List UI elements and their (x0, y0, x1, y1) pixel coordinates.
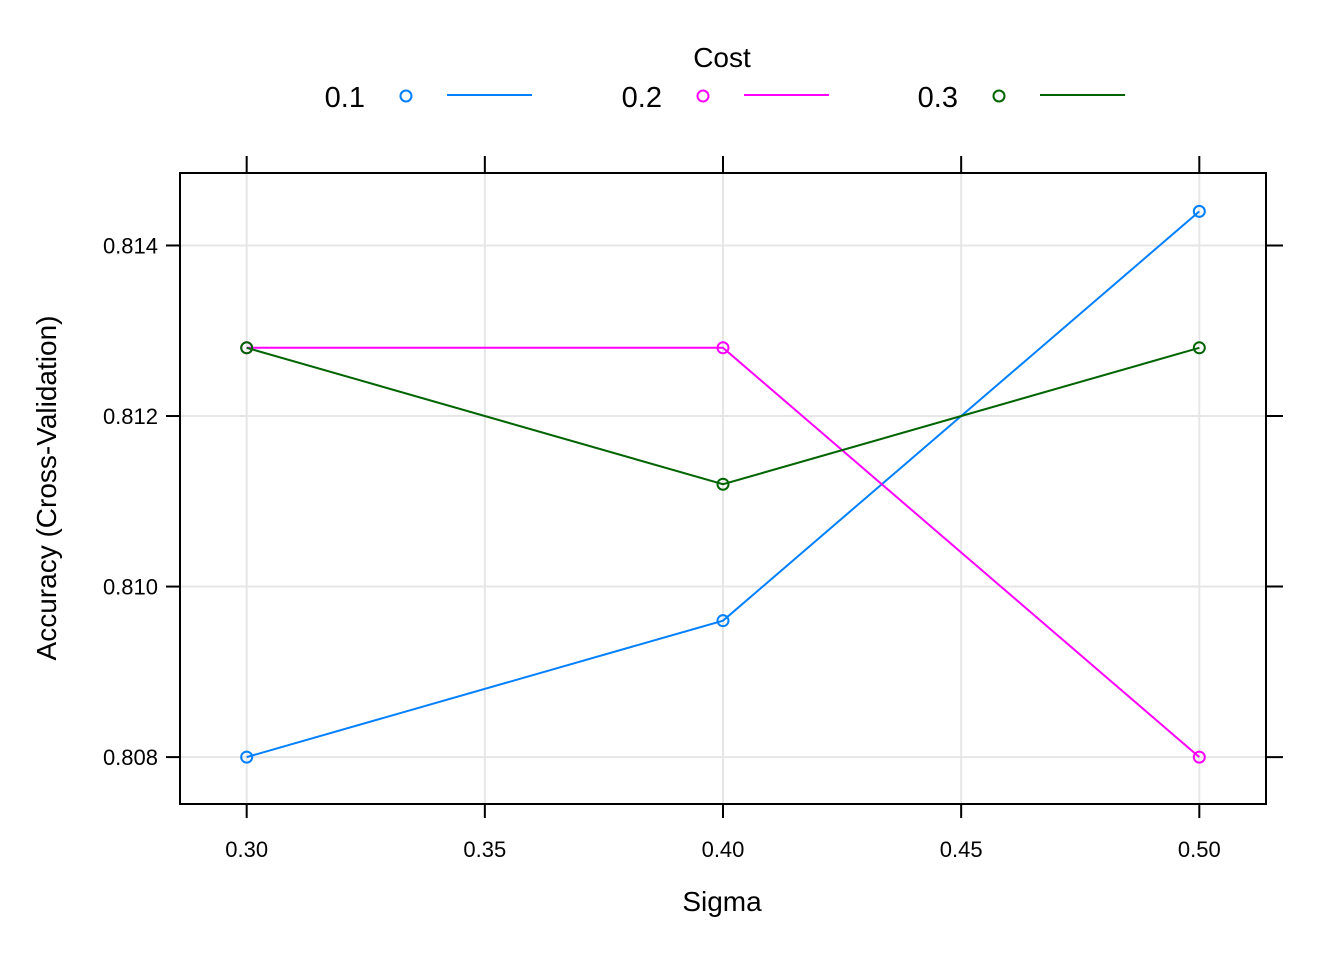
y-tick-label: 0.810 (103, 575, 158, 600)
x-tick-label: 0.30 (225, 837, 268, 862)
y-tick-label: 0.814 (103, 233, 158, 258)
legend-item: 0.2 (622, 82, 829, 114)
y-axis: 0.808 0.810 0.812 0.814 (103, 233, 1283, 770)
x-axis: 0.30 0.35 0.40 0.45 0.50 (225, 156, 1221, 862)
legend-title: Cost (693, 42, 751, 73)
series-line (246, 210, 1200, 759)
legend-marker (399, 89, 413, 103)
data-point (716, 477, 730, 491)
y-tick-label: 0.812 (103, 404, 158, 429)
grid (180, 173, 1266, 804)
x-tick-label: 0.45 (940, 837, 983, 862)
legend-item: 0.3 (918, 82, 1125, 114)
data-point (716, 614, 730, 628)
x-tick-label: 0.50 (1178, 837, 1221, 862)
data-point (1192, 204, 1206, 218)
series-layer (240, 204, 1206, 764)
x-tick-label: 0.35 (463, 837, 506, 862)
legend: Cost 0.1 0.2 0.3 (325, 42, 1125, 114)
data-point (716, 341, 730, 355)
data-point (240, 750, 254, 764)
legend-label: 0.3 (918, 82, 958, 114)
legend-marker (992, 89, 1006, 103)
legend-item: 0.1 (325, 82, 532, 114)
x-tick-label: 0.40 (702, 837, 745, 862)
y-axis-title: Accuracy (Cross-Validation) (31, 316, 62, 661)
y-tick-label: 0.808 (103, 745, 158, 770)
legend-label: 0.1 (325, 82, 365, 114)
data-point (240, 341, 254, 355)
series-0-3 (240, 341, 1206, 491)
legend-marker (696, 89, 710, 103)
series-line (246, 346, 1200, 486)
series-0-1 (240, 204, 1206, 764)
data-point (1192, 750, 1206, 764)
x-axis-title: Sigma (682, 886, 762, 917)
series-line (246, 346, 1200, 758)
data-point (1192, 341, 1206, 355)
legend-label: 0.2 (622, 82, 662, 114)
